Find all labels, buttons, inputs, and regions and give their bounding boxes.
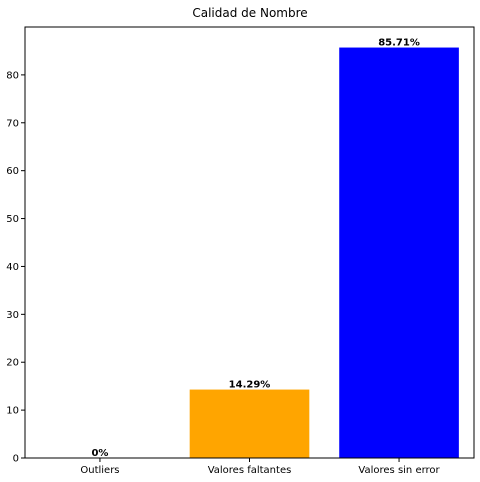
bar-value-label: 14.29% bbox=[229, 380, 271, 391]
x-tick-label: Outliers bbox=[80, 465, 119, 476]
chart-title: Calidad de Nombre bbox=[192, 6, 307, 20]
bars bbox=[189, 47, 459, 458]
y-axis: 0 10 20 30 40 50 60 70 80 bbox=[6, 70, 25, 465]
plot-frame bbox=[24, 26, 475, 459]
y-tick-label: 80 bbox=[6, 70, 19, 81]
x-tick-label: Valores faltantes bbox=[208, 465, 292, 476]
bar bbox=[189, 389, 310, 458]
y-tick-label: 50 bbox=[6, 214, 19, 225]
y-tick-label: 10 bbox=[6, 406, 19, 417]
y-tick-label: 0 bbox=[13, 454, 19, 465]
y-tick-label: 20 bbox=[6, 358, 19, 369]
y-tick-label: 30 bbox=[6, 310, 19, 321]
x-tick-label: Valores sin error bbox=[358, 465, 440, 476]
y-tick-label: 70 bbox=[6, 118, 19, 129]
data-labels: 0% 14.29% 85.71% bbox=[91, 38, 419, 459]
x-axis: Outliers Valores faltantes Valores sin err… bbox=[80, 458, 441, 476]
y-tick-label: 40 bbox=[6, 262, 19, 273]
bar-value-label: 85.71% bbox=[378, 38, 420, 49]
y-tick-label: 60 bbox=[6, 166, 19, 177]
bar bbox=[339, 47, 459, 458]
bar-value-label: 0% bbox=[91, 448, 108, 459]
